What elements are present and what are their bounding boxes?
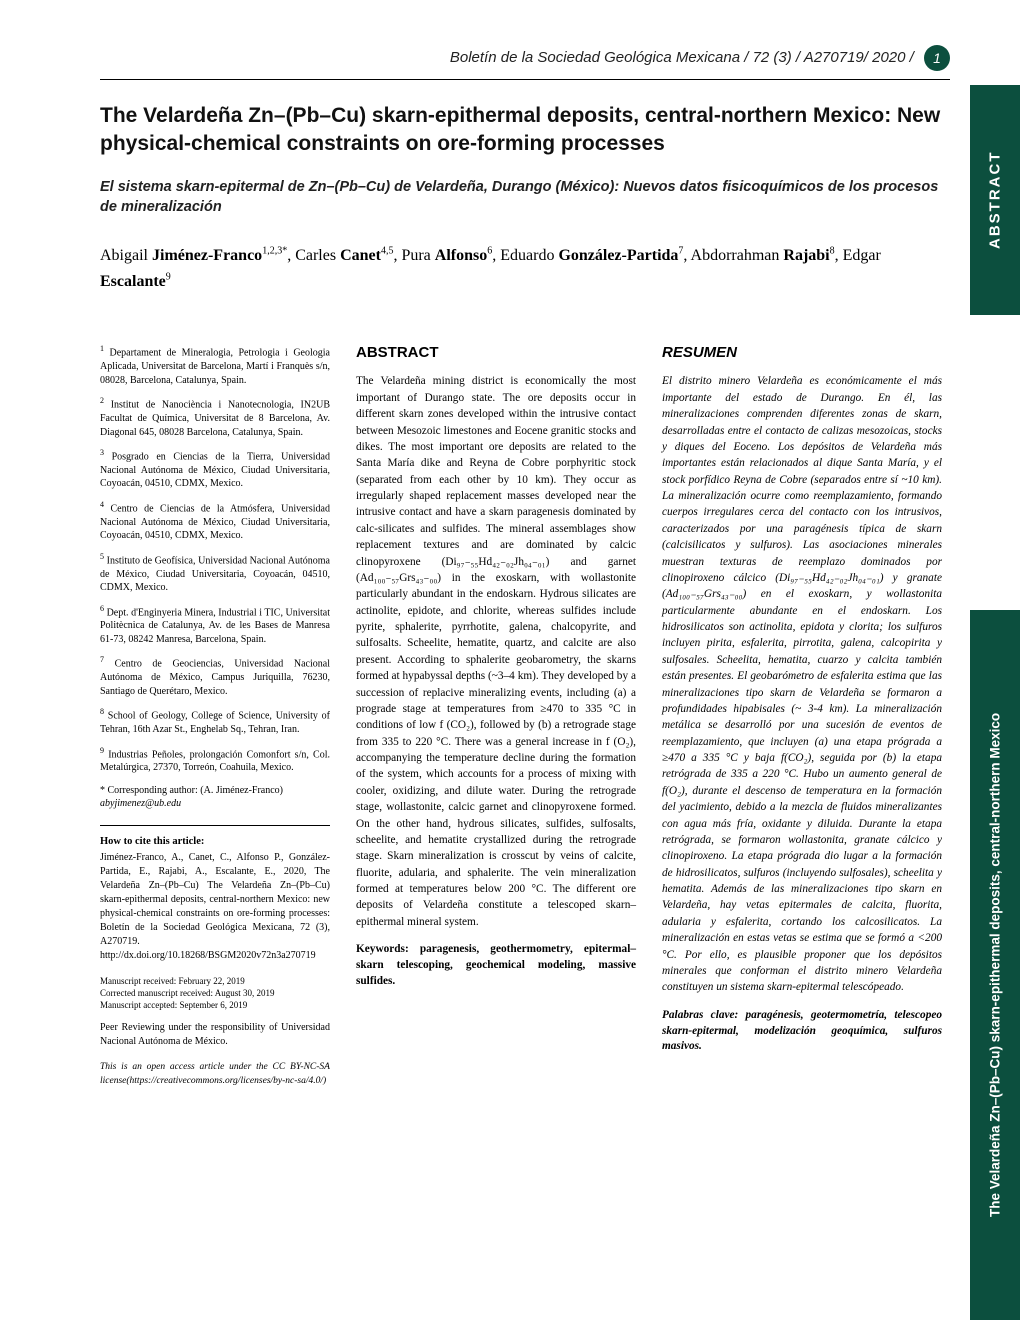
authors: Abigail Jiménez-Franco1,2,3*, Carles Can… bbox=[100, 243, 950, 294]
corrected-date: Corrected manuscript received: August 30… bbox=[100, 988, 274, 998]
corr-label: * Corresponding author: (A. Jiménez-Fran… bbox=[100, 785, 283, 796]
affiliation: 3 Posgrado en Ciencias de la Tierra, Uni… bbox=[100, 448, 330, 491]
howcite-text: Jiménez-Franco, A., Canet, C., Alfonso P… bbox=[100, 851, 330, 963]
running-head: Boletín de la Sociedad Geológica Mexican… bbox=[100, 45, 950, 71]
affiliation: 8 School of Geology, College of Science,… bbox=[100, 707, 330, 736]
header-rule bbox=[100, 79, 950, 80]
middle-column: ABSTRACT The Velardeña mining district i… bbox=[356, 344, 636, 1087]
resumen-heading: RESUMEN bbox=[662, 344, 942, 361]
affiliation: 6 Dept. d'Enginyeria Minera, Industrial … bbox=[100, 604, 330, 647]
howcite-heading: How to cite this article: bbox=[100, 836, 330, 847]
sep: / bbox=[796, 49, 804, 66]
year: 2020 bbox=[872, 49, 905, 66]
volume-issue: 72 (3) bbox=[753, 49, 792, 66]
affiliation: 5 Instituto de Geofísica, Universidad Na… bbox=[100, 552, 330, 595]
keywords-label-es: Palabras clave: bbox=[662, 1009, 738, 1021]
affiliations: 1 Departament de Mineralogia, Petrologia… bbox=[100, 344, 330, 774]
article-title: The Velardeña Zn–(Pb–Cu) skarn-epitherma… bbox=[100, 102, 950, 159]
article-subtitle-es: El sistema skarn-epitermal de Zn–(Pb–Cu)… bbox=[100, 177, 950, 218]
accepted-date: Manuscript accepted: September 6, 2019 bbox=[100, 1000, 247, 1010]
affiliation: 1 Departament de Mineralogia, Petrologia… bbox=[100, 344, 330, 387]
article-id: A270719 bbox=[804, 49, 864, 66]
manuscript-dates: Manuscript received: February 22, 2019 C… bbox=[100, 975, 330, 1011]
affiliation: 4 Centro de Ciencias de la Atmósfera, Un… bbox=[100, 500, 330, 543]
right-column: RESUMEN El distrito minero Velardeña es … bbox=[662, 344, 942, 1087]
corr-email: abyjimenez@ub.edu bbox=[100, 798, 181, 809]
section-rule bbox=[100, 825, 330, 826]
affiliation: 9 Industrias Peñoles, prolongación Comon… bbox=[100, 746, 330, 775]
received-date: Manuscript received: February 22, 2019 bbox=[100, 976, 245, 986]
abstract-body: The Velardeña mining district is economi… bbox=[356, 373, 636, 930]
page-number-badge: 1 bbox=[924, 45, 950, 71]
peer-review: Peer Reviewing under the responsibility … bbox=[100, 1021, 330, 1049]
sep: / bbox=[910, 49, 918, 66]
license: This is an open access article under the… bbox=[100, 1061, 330, 1088]
columns: 1 Departament de Mineralogia, Petrologia… bbox=[100, 344, 950, 1087]
keywords-label-en: Keywords: bbox=[356, 943, 409, 955]
resumen-body: El distrito minero Velardeña es económic… bbox=[662, 373, 942, 995]
abstract-heading: ABSTRACT bbox=[356, 344, 636, 361]
affiliation: 7 Centro de Geociencias, Universidad Nac… bbox=[100, 655, 330, 698]
keywords-en: Keywords: paragenesis, geothermometry, e… bbox=[356, 942, 636, 989]
sep: / bbox=[744, 49, 752, 66]
affiliation: 2 Institut de Nanociència i Nanotecnolog… bbox=[100, 396, 330, 439]
corresponding-author: * Corresponding author: (A. Jiménez-Fran… bbox=[100, 784, 330, 811]
journal-name: Boletín de la Sociedad Geológica Mexican… bbox=[450, 49, 740, 66]
page: Boletín de la Sociedad Geológica Mexican… bbox=[0, 0, 1020, 1133]
left-column: 1 Departament de Mineralogia, Petrologia… bbox=[100, 344, 330, 1087]
keywords-es: Palabras clave: paragénesis, geotermomet… bbox=[662, 1008, 942, 1055]
